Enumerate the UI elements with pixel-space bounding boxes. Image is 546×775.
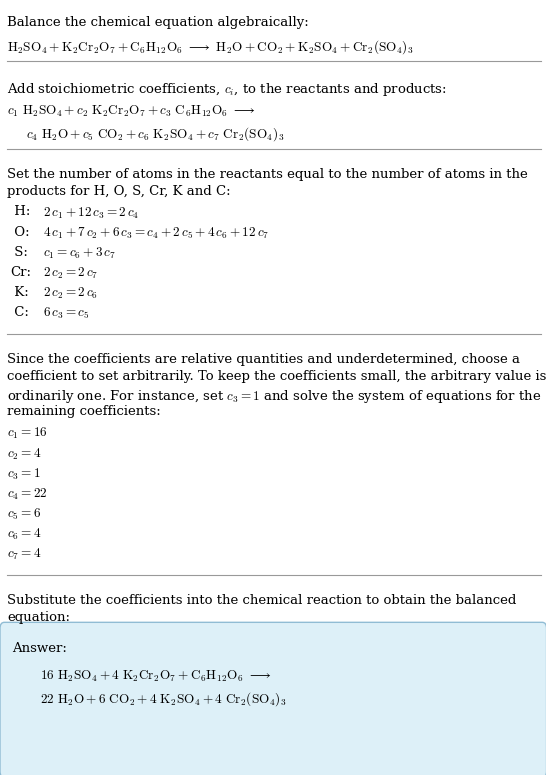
Text: $c_2 = 4$: $c_2 = 4$	[7, 446, 41, 462]
Text: H:: H:	[10, 205, 30, 219]
Text: Balance the chemical equation algebraically:: Balance the chemical equation algebraica…	[7, 16, 309, 29]
Text: equation:: equation:	[7, 611, 70, 625]
Text: Since the coefficients are relative quantities and underdetermined, choose a: Since the coefficients are relative quan…	[7, 353, 520, 367]
Text: $c_4\ \mathrm{H_2O} + c_5\ \mathrm{CO_2} + c_6\ \mathrm{K_2SO_4} + c_7\ \mathrm{: $c_4\ \mathrm{H_2O} + c_5\ \mathrm{CO_2}…	[26, 126, 284, 143]
Text: C:: C:	[10, 306, 29, 319]
Text: $c_4 = 22$: $c_4 = 22$	[7, 487, 48, 502]
Text: Add stoichiometric coefficients, $c_i$, to the reactants and products:: Add stoichiometric coefficients, $c_i$, …	[7, 81, 447, 98]
Text: K:: K:	[10, 286, 28, 299]
Text: $c_7 = 4$: $c_7 = 4$	[7, 547, 41, 563]
Text: remaining coefficients:: remaining coefficients:	[7, 405, 161, 418]
Text: ordinarily one. For instance, set $c_3 = 1$ and solve the system of equations fo: ordinarily one. For instance, set $c_3 =…	[7, 388, 542, 405]
Text: Answer:: Answer:	[13, 642, 68, 656]
Text: $22\ \mathrm{H_2O} + 6\ \mathrm{CO_2} + 4\ \mathrm{K_2SO_4} + 4\ \mathrm{Cr_2(SO: $22\ \mathrm{H_2O} + 6\ \mathrm{CO_2} + …	[40, 691, 287, 708]
Text: $c_1 = c_6 + 3\,c_7$: $c_1 = c_6 + 3\,c_7$	[43, 246, 115, 261]
Text: Set the number of atoms in the reactants equal to the number of atoms in the: Set the number of atoms in the reactants…	[7, 168, 528, 181]
Text: $16\ \mathrm{H_2SO_4} + 4\ \mathrm{K_2Cr_2O_7} + \mathrm{C_6H_{12}O_6}\ \longrig: $16\ \mathrm{H_2SO_4} + 4\ \mathrm{K_2Cr…	[40, 669, 271, 684]
Text: $c_1 = 16$: $c_1 = 16$	[7, 426, 48, 442]
Text: Substitute the coefficients into the chemical reaction to obtain the balanced: Substitute the coefficients into the che…	[7, 594, 517, 608]
Text: S:: S:	[10, 246, 28, 259]
Text: $c_6 = 4$: $c_6 = 4$	[7, 527, 41, 542]
Text: $2\,c_1 + 12\,c_3 = 2\,c_4$: $2\,c_1 + 12\,c_3 = 2\,c_4$	[43, 205, 139, 221]
Text: $4\,c_1 + 7\,c_2 + 6\,c_3 = c_4 + 2\,c_5 + 4\,c_6 + 12\,c_7$: $4\,c_1 + 7\,c_2 + 6\,c_3 = c_4 + 2\,c_5…	[43, 226, 269, 241]
Text: products for H, O, S, Cr, K and C:: products for H, O, S, Cr, K and C:	[7, 185, 231, 198]
Text: $\mathrm{H_2SO_4 + K_2Cr_2O_7 + C_6H_{12}O_6}$$\ \longrightarrow\ $$\mathrm{H_2O: $\mathrm{H_2SO_4 + K_2Cr_2O_7 + C_6H_{12…	[7, 38, 414, 56]
Text: $6\,c_3 = c_5$: $6\,c_3 = c_5$	[43, 306, 89, 322]
FancyBboxPatch shape	[0, 622, 546, 775]
Text: $2\,c_2 = 2\,c_6$: $2\,c_2 = 2\,c_6$	[43, 286, 98, 301]
Text: coefficient to set arbitrarily. To keep the coefficients small, the arbitrary va: coefficient to set arbitrarily. To keep …	[7, 370, 546, 384]
Text: $c_3 = 1$: $c_3 = 1$	[7, 467, 40, 482]
Text: $c_1\ \mathrm{H_2SO_4} + c_2\ \mathrm{K_2Cr_2O_7} + c_3\ \mathrm{C_6H_{12}O_6}\ : $c_1\ \mathrm{H_2SO_4} + c_2\ \mathrm{K_…	[7, 104, 256, 119]
Text: Cr:: Cr:	[10, 266, 31, 279]
Text: O:: O:	[10, 226, 29, 239]
Text: $2\,c_2 = 2\,c_7$: $2\,c_2 = 2\,c_7$	[43, 266, 98, 281]
Text: $c_5 = 6$: $c_5 = 6$	[7, 507, 41, 522]
